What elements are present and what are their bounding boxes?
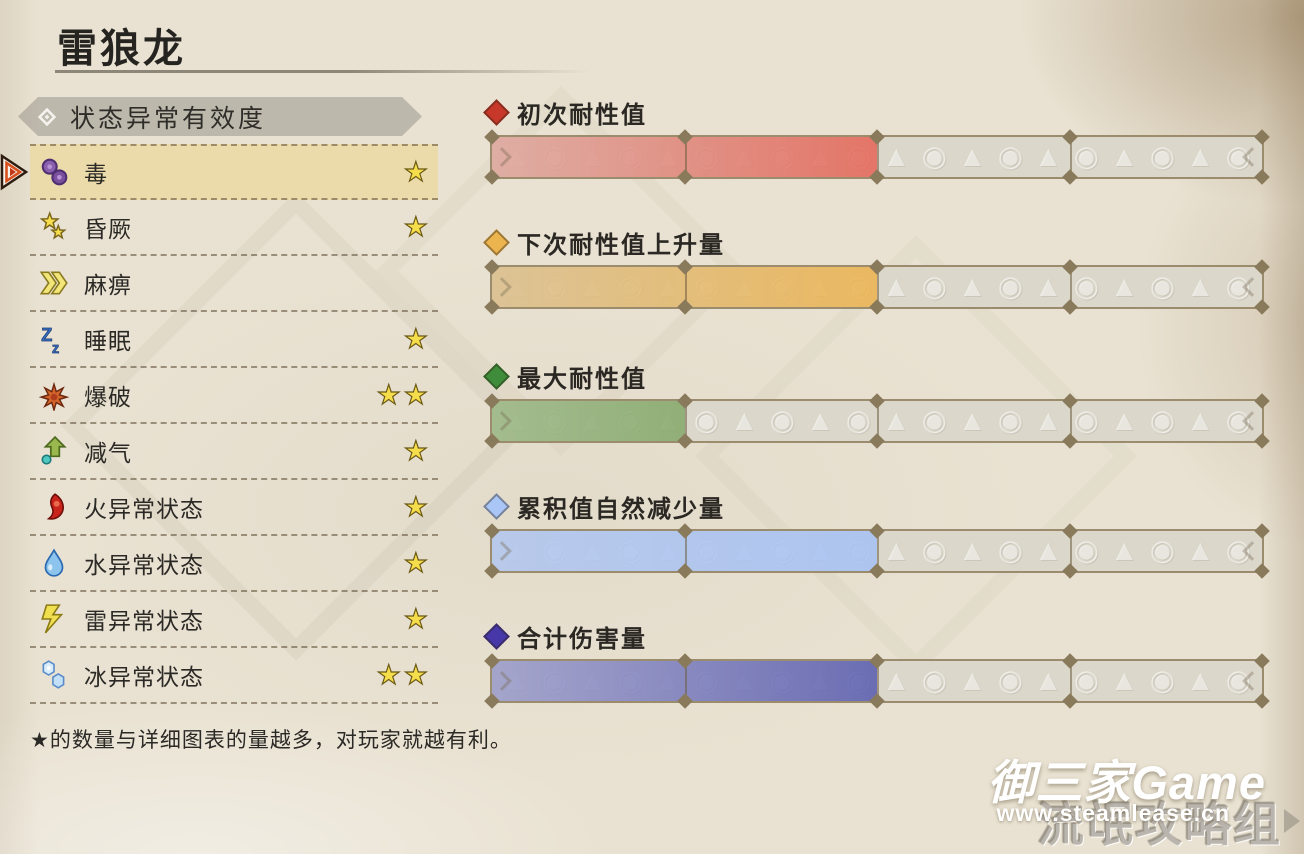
list-item-poison[interactable]: 毒 ★ [0, 144, 438, 200]
star-rating: ★ [403, 211, 428, 242]
legend-diamond-icon [483, 622, 510, 650]
thunder-icon [41, 604, 64, 634]
star-rating: ★ ★ [376, 379, 429, 410]
watermark-url: www.steamlease.cn [996, 800, 1230, 826]
diamond-icon [34, 104, 60, 130]
star-icon: ★ [403, 435, 428, 466]
svg-text:z: z [52, 340, 59, 355]
ailment-label: 睡眠 [84, 328, 132, 354]
list-item-stun[interactable]: 昏厥 ★ [30, 200, 438, 256]
gauge-bar: ▲◉▲◉▲◉▲◉▲◉▲◉▲◉▲◉▲◉▲◉▲◉▲◉▲◉▲◉▲◉▲◉▲◉▲◉▲◉▲◉… [484, 393, 1270, 449]
star-icon: ★ [403, 156, 428, 187]
section-header-banner: 状态异常有效度 [18, 97, 422, 136]
list-item-iceblight[interactable]: 冰异常状态 ★ ★ [30, 648, 438, 704]
star-icon: ★ [403, 659, 428, 690]
section-header-label: 状态异常有效度 [70, 104, 267, 133]
star-rating: ★ [403, 603, 428, 634]
star-rating: ★ [403, 435, 428, 466]
star-icon: ★ [403, 323, 428, 354]
gauge-group-natural-decrease: 累积值自然减少量 ▲◉▲◉▲◉▲◉▲◉▲◉▲◉▲◉▲◉▲◉▲◉▲◉▲◉▲◉▲◉▲… [483, 492, 1270, 579]
gauge-label: 下次耐性值上升量 [517, 231, 725, 259]
gauge-group-total-damage: 合计伤害量 ▲◉▲◉▲◉▲◉▲◉▲◉▲◉▲◉▲◉▲◉▲◉▲◉▲◉▲◉▲◉▲◉▲◉… [483, 622, 1270, 709]
gauge-label: 合计伤害量 [517, 625, 647, 653]
ailment-list: 毒 ★ 昏厥 ★ 麻痹 Z z 睡眠 ★ [0, 144, 438, 704]
star-icon: ★ [403, 547, 428, 578]
star-icon: ★ [403, 491, 428, 522]
exhaust-icon [41, 435, 67, 465]
water-icon [44, 548, 64, 577]
gauge-label: 最大耐性值 [517, 365, 647, 393]
list-item-fireblight[interactable]: 火异常状态 ★ [30, 480, 438, 536]
ailment-label: 昏厥 [84, 216, 132, 242]
star-icon: ★ [376, 379, 401, 410]
gauge-bar: ▲◉▲◉▲◉▲◉▲◉▲◉▲◉▲◉▲◉▲◉▲◉▲◉▲◉▲◉▲◉▲◉▲◉▲◉▲◉▲◉… [484, 259, 1270, 315]
star-icon: ★ [376, 659, 401, 690]
ailment-label: 雷异常状态 [84, 608, 204, 634]
ailment-label: 水异常状态 [84, 552, 204, 578]
gauge-group-initial-resistance: 初次耐性值 ▲◉▲◉▲◉▲◉▲◉▲◉▲◉▲◉▲◉▲◉▲◉▲◉▲◉▲◉▲◉▲◉▲◉… [483, 98, 1270, 185]
list-item-sleep[interactable]: Z z 睡眠 ★ [30, 312, 438, 368]
ailment-label: 爆破 [84, 384, 132, 410]
fire-icon [46, 493, 64, 520]
star-rating: ★ ★ [376, 659, 429, 690]
gauge-fill [492, 401, 685, 441]
poison-icon [41, 158, 68, 186]
ice-icon [42, 660, 65, 689]
hint-text: ★的数量与详细图表的量越多，对玩家就越有利。 [30, 729, 512, 752]
list-item-exhaust[interactable]: 减气 ★ [30, 424, 438, 480]
list-item-thunderblight[interactable]: 雷异常状态 ★ [30, 592, 438, 648]
star-rating: ★ [403, 156, 428, 187]
blast-icon [38, 381, 70, 411]
monster-name-title: 雷狼龙 [57, 27, 186, 71]
star-rating: ★ [403, 323, 428, 354]
legend-diamond-icon [483, 362, 510, 390]
legend-diamond-icon [483, 228, 510, 256]
ailment-label: 火异常状态 [84, 496, 204, 522]
star-rating: ★ [403, 547, 428, 578]
gauge-group-max-resistance: 最大耐性值 ▲◉▲◉▲◉▲◉▲◉▲◉▲◉▲◉▲◉▲◉▲◉▲◉▲◉▲◉▲◉▲◉▲◉… [483, 362, 1270, 449]
star-rating: ★ [403, 491, 428, 522]
star-icon: ★ [403, 603, 428, 634]
gauge-group-resistance-increase: 下次耐性值上升量 ▲◉▲◉▲◉▲◉▲◉▲◉▲◉▲◉▲◉▲◉▲◉▲◉▲◉▲◉▲◉▲… [483, 228, 1270, 315]
ailment-label: 麻痹 [84, 272, 132, 298]
gauge-label: 累积值自然减少量 [517, 495, 725, 523]
list-item-blast[interactable]: 爆破 ★ ★ [30, 368, 438, 424]
watermark-arrow-icon [1284, 808, 1300, 833]
star-icon: ★ [403, 211, 428, 242]
gauge-bar: ▲◉▲◉▲◉▲◉▲◉▲◉▲◉▲◉▲◉▲◉▲◉▲◉▲◉▲◉▲◉▲◉▲◉▲◉▲◉▲◉… [484, 129, 1270, 185]
legend-diamond-icon [483, 98, 510, 126]
svg-text:Z: Z [41, 325, 52, 345]
list-item-paralysis[interactable]: 麻痹 [30, 256, 438, 312]
stun-icon [39, 211, 67, 240]
watermark-group-name: 流氓攻略组 [1037, 786, 1300, 854]
gauge-bar: ▲◉▲◉▲◉▲◉▲◉▲◉▲◉▲◉▲◉▲◉▲◉▲◉▲◉▲◉▲◉▲◉▲◉▲◉▲◉▲◉… [484, 523, 1270, 579]
list-item-waterblight[interactable]: 水异常状态 ★ [30, 536, 438, 592]
gauge-bar: ▲◉▲◉▲◉▲◉▲◉▲◉▲◉▲◉▲◉▲◉▲◉▲◉▲◉▲◉▲◉▲◉▲◉▲◉▲◉▲◉… [484, 653, 1270, 709]
gauge-label: 初次耐性值 [517, 101, 647, 129]
title-underline [55, 70, 590, 73]
ailment-label: 减气 [84, 440, 132, 466]
legend-diamond-icon [483, 492, 510, 520]
ailment-label: 冰异常状态 [84, 664, 204, 690]
sleep-icon: Z z [41, 325, 60, 355]
watermark-brand: 御三家Game [987, 756, 1266, 809]
selection-cursor-icon [0, 153, 29, 191]
ailment-label: 毒 [84, 161, 108, 187]
star-icon: ★ [403, 379, 428, 410]
paralysis-icon [39, 271, 68, 295]
